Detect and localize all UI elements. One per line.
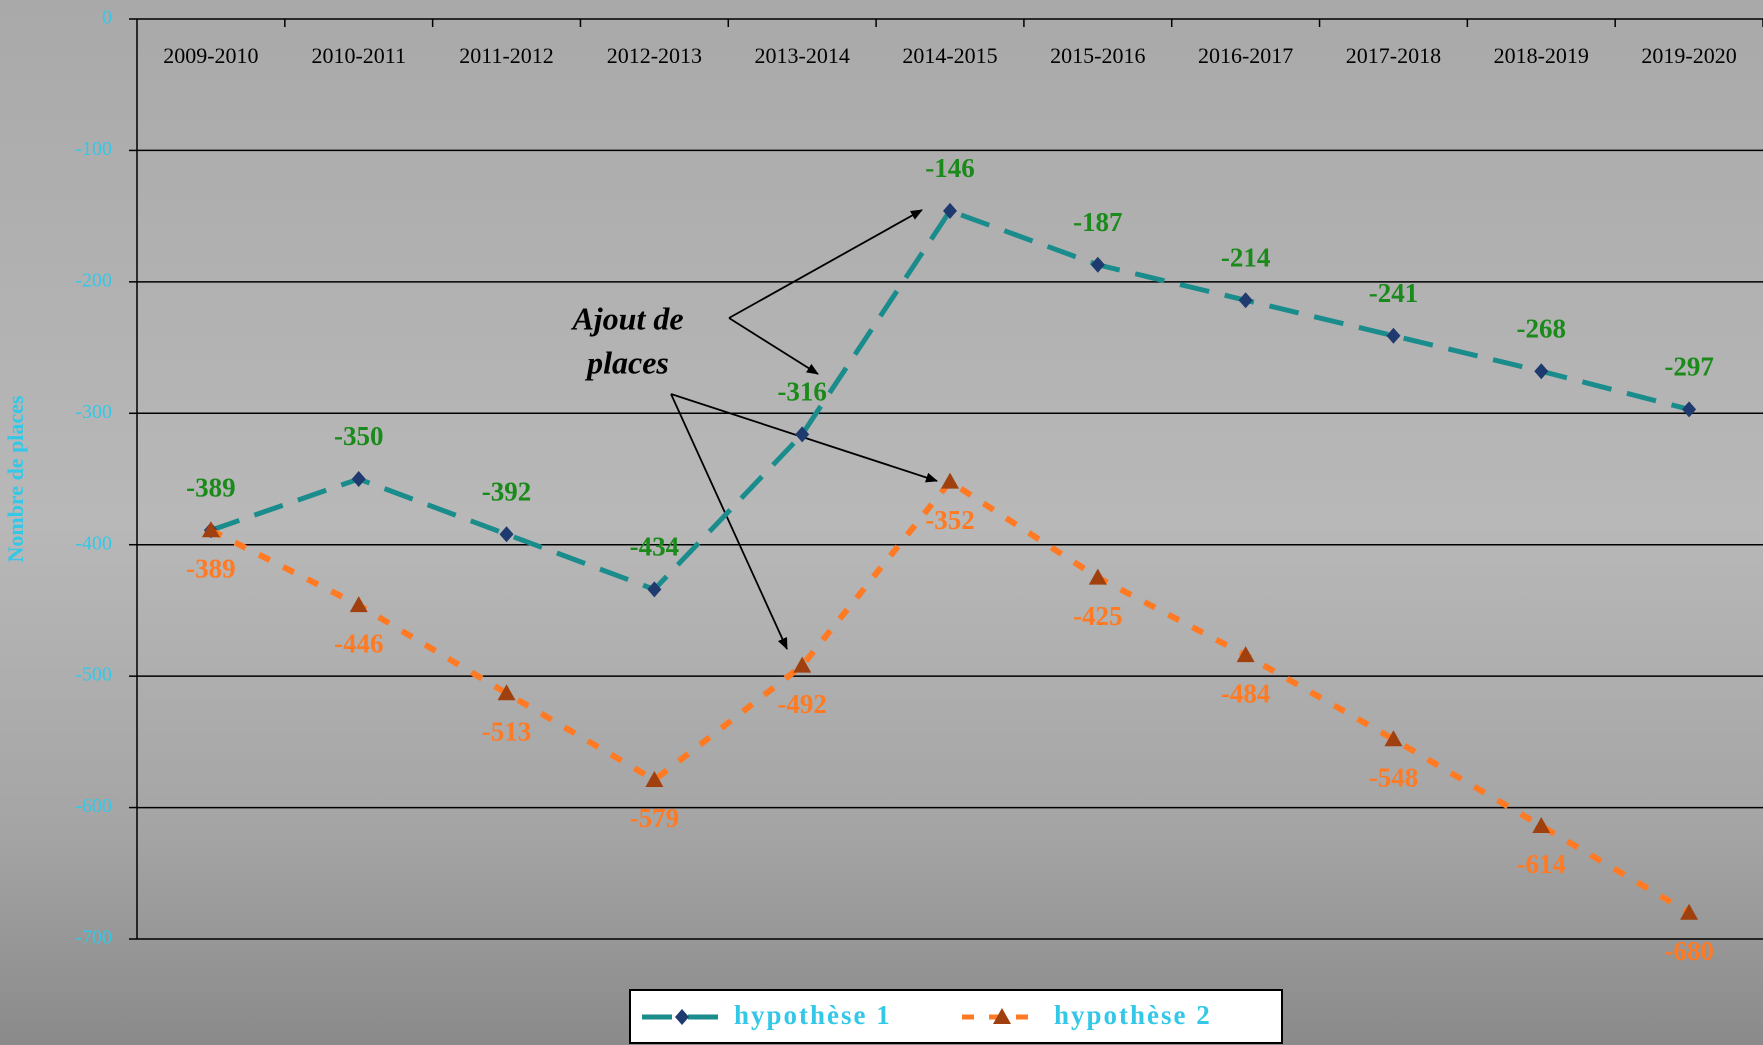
data-label: -146 — [925, 153, 975, 183]
x-tick-label: 2016-2017 — [1198, 43, 1293, 68]
data-label: -316 — [777, 377, 827, 407]
arrow — [670, 393, 788, 650]
x-tick-label: 2014-2015 — [902, 43, 997, 68]
marker — [675, 1009, 689, 1025]
x-tick-label: 2013-2014 — [755, 43, 850, 68]
marker — [1090, 256, 1105, 273]
series-line — [209, 477, 1691, 916]
marker — [497, 684, 516, 701]
x-tick-label: 2012-2013 — [607, 43, 702, 68]
data-label: -268 — [1517, 313, 1567, 343]
marker — [1238, 292, 1253, 309]
marker — [499, 526, 514, 543]
data-label: -350 — [334, 421, 384, 451]
y-tick-label: -500 — [75, 664, 112, 686]
marker — [1236, 646, 1255, 663]
data-label: -548 — [1369, 762, 1419, 792]
y-tick-label: -100 — [75, 138, 112, 160]
x-tick-label: 2010-2011 — [311, 43, 406, 68]
marker — [1386, 327, 1401, 344]
data-label: -680 — [1664, 936, 1714, 966]
marker — [1680, 903, 1699, 920]
data-label: -614 — [1517, 849, 1567, 879]
marker — [201, 521, 220, 538]
data-label: -579 — [630, 803, 680, 833]
arrow — [728, 317, 819, 375]
y-tick-label: -600 — [75, 795, 112, 817]
marker — [645, 770, 664, 787]
marker — [993, 1008, 1011, 1024]
marker — [647, 581, 662, 598]
data-label: -241 — [1369, 278, 1419, 308]
marker — [1384, 730, 1403, 747]
data-label: -352 — [925, 505, 975, 535]
y-tick-label: -300 — [75, 401, 112, 423]
y-tick-label: -200 — [75, 269, 112, 291]
y-tick-label: -700 — [75, 927, 112, 949]
legend — [629, 989, 1283, 1044]
data-label: -492 — [777, 689, 827, 719]
data-label: -425 — [1073, 601, 1123, 631]
marker — [943, 202, 957, 219]
data-label: -392 — [482, 476, 532, 506]
marker — [1532, 816, 1551, 833]
data-label: -214 — [1221, 242, 1271, 272]
legend-label: hypothèse 2 — [1054, 1000, 1212, 1030]
x-tick-label: 2017-2018 — [1346, 43, 1441, 68]
x-tick-label: 2009-2010 — [163, 43, 258, 68]
marker — [793, 656, 812, 673]
x-tick-label: 2018-2019 — [1494, 43, 1589, 68]
annotation: Ajout de — [570, 300, 683, 336]
marker — [941, 472, 959, 489]
data-label: -446 — [334, 628, 384, 658]
marker — [1088, 568, 1107, 585]
data-label: -484 — [1221, 678, 1271, 708]
marker — [795, 426, 810, 443]
marker — [351, 471, 366, 487]
data-label: -389 — [186, 553, 236, 583]
x-tick-label: 2019-2020 — [1641, 43, 1736, 68]
x-tick-label: 2015-2016 — [1050, 43, 1145, 68]
annotation: places — [584, 344, 669, 380]
marker — [1534, 363, 1549, 380]
data-label: -389 — [186, 472, 236, 502]
arrow — [728, 209, 923, 319]
y-axis-label: Nombre de places — [3, 395, 28, 562]
data-label: -187 — [1073, 207, 1123, 237]
marker — [1682, 401, 1697, 418]
data-label: -297 — [1664, 352, 1714, 382]
x-tick-label: 2011-2012 — [459, 43, 554, 68]
y-tick-label: -400 — [75, 532, 112, 554]
data-label: -434 — [630, 532, 680, 562]
marker — [349, 596, 368, 613]
y-tick-label: 0 — [102, 7, 112, 29]
legend-label: hypothèse 1 — [734, 1000, 892, 1030]
data-label: -513 — [482, 716, 532, 746]
